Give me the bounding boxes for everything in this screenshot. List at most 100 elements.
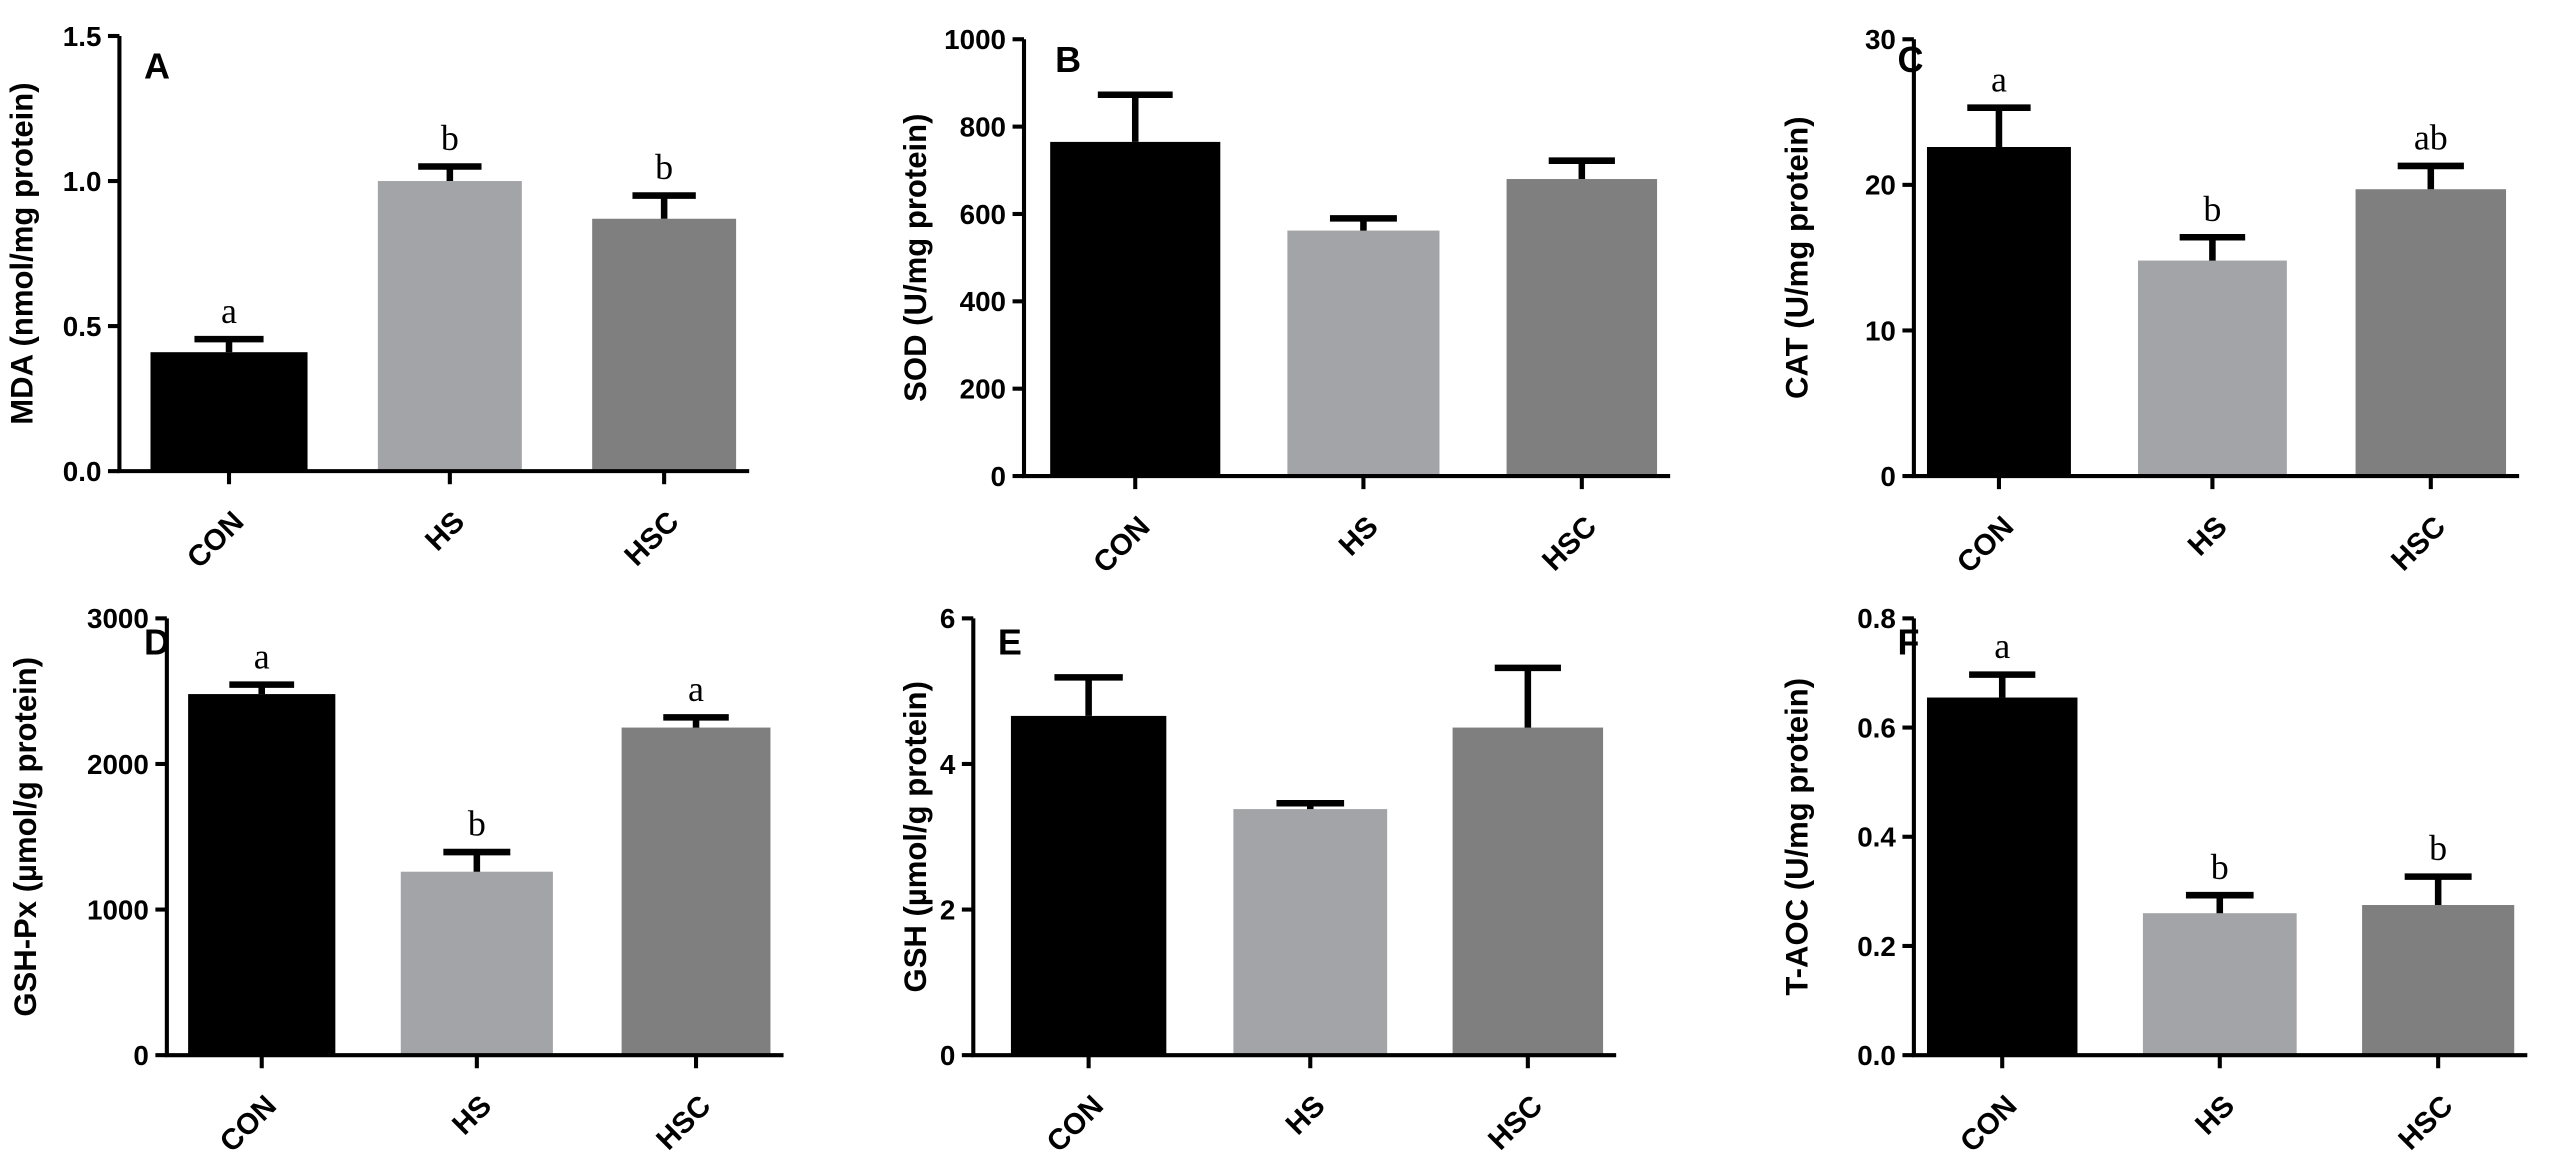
y-tick-label: 4 [940, 749, 956, 780]
bar-hsc [2362, 905, 2515, 1056]
y-tick-label: 1000 [87, 894, 149, 925]
x-tick-label: HSC [618, 505, 685, 572]
y-tick-label: 0.5 [63, 311, 102, 342]
y-tick-label: 0 [1880, 461, 1895, 492]
significance-letter: b [655, 147, 673, 187]
bar-hsc [592, 218, 737, 472]
y-tick-label: 0.0 [63, 456, 102, 487]
error-bar-con [229, 681, 295, 695]
y-tick-label: 1.5 [63, 21, 102, 52]
x-tick-label: CON [181, 505, 251, 575]
x-tick-label: CON [1087, 510, 1157, 580]
y-tick-label: 1000 [944, 24, 1006, 55]
bar-con [1010, 715, 1167, 1056]
error-bar-con [1097, 91, 1173, 142]
error-bar-hsc [632, 192, 696, 219]
panel-letter: C [1898, 39, 1924, 80]
error-bar-hsc [1494, 664, 1561, 728]
x-tick-label: CON [1040, 1089, 1110, 1159]
bar-hs [2142, 913, 2297, 1056]
significance-letter: a [221, 291, 237, 331]
y-tick-label: 0.0 [1857, 1040, 1896, 1071]
y-axis-title: MDA (nmol/mg protein) [5, 82, 40, 424]
y-tick-label: 200 [960, 374, 1006, 405]
error-bar-hs [418, 163, 482, 182]
significance-letter: a [254, 636, 270, 676]
bar-hs [1233, 809, 1388, 1056]
y-tick-label: 600 [960, 199, 1006, 230]
significance-letter: b [2203, 189, 2221, 229]
y-axis-title: SOD (U/mg protein) [898, 113, 933, 401]
significance-letter: b [441, 118, 459, 158]
y-tick-label: 0 [133, 1040, 148, 1071]
y-axis-title: CAT (U/mg protein) [1780, 116, 1815, 399]
panel-letter: D [144, 621, 170, 662]
x-tick-label: HS [419, 505, 471, 557]
y-tick-label: 0 [940, 1040, 955, 1071]
y-axis-title: T-AOC (U/mg protein) [1780, 678, 1815, 996]
error-bar-hsc [2397, 162, 2464, 190]
bar-hs [2137, 260, 2287, 477]
error-bar-hsc [663, 714, 729, 728]
x-tick-label: HS [446, 1089, 498, 1141]
y-tick-label: 0 [991, 461, 1006, 492]
chart-panel-f: a CON b HS b HSC 0.0 0.2 0.4 0.6 0.8 T-AOC (U/mg pr… [1780, 603, 2528, 1159]
x-tick-label: HSC [650, 1089, 717, 1156]
panel-letter: A [144, 46, 170, 87]
y-tick-label: 2000 [87, 749, 149, 780]
bar-con [1926, 147, 2071, 477]
chart-panel-d: a CON b HS a HSC 0 1000 2000 3000 GSH-Px (µmol/g p… [8, 603, 784, 1159]
y-axis-title: GSH-Px (µmol/g protein) [8, 657, 43, 1017]
error-bar-hs [1329, 215, 1397, 231]
x-tick-label: CON [1951, 510, 2021, 580]
bar-hsc [2355, 189, 2507, 477]
significance-letter: b [468, 804, 486, 844]
bar-hsc [621, 727, 771, 1056]
x-tick-label: CON [1954, 1089, 2024, 1159]
x-tick-label: HS [2181, 510, 2233, 562]
x-tick-label: HSC [1536, 510, 1603, 577]
chart-panel-c: a CON b HS ab HSC 0 10 20 30 CAT (U/mg protein) C [1780, 24, 2520, 580]
x-tick-label: HSC [2385, 510, 2452, 577]
x-tick-label: HS [2189, 1089, 2241, 1141]
y-tick-label: 0.2 [1857, 931, 1896, 962]
error-bar-con [1054, 674, 1123, 716]
bar-hs [377, 181, 522, 472]
bar-con [150, 352, 308, 472]
panel-letter: B [1055, 39, 1081, 80]
chart-panel-a: a CON b HS b HSC 0.0 0.5 1.0 1.5 MDA (nmol/mg prot… [5, 21, 750, 575]
significance-letter: b [2429, 828, 2447, 868]
significance-letter: ab [2414, 118, 2448, 158]
y-tick-label: 3000 [87, 603, 149, 634]
x-tick-label: HSC [1482, 1089, 1549, 1156]
y-tick-label: 10 [1865, 315, 1896, 346]
chart-panel-b: CON HS HSC 0 200 400 600 800 1000 SOD (U/mg prote… [898, 24, 1671, 580]
error-bar-hs [2185, 891, 2254, 914]
y-tick-label: 6 [940, 603, 955, 634]
y-axis-title: GSH (µmol/g protein) [898, 681, 933, 992]
bar-hs [1287, 230, 1440, 477]
y-tick-label: 2 [940, 894, 955, 925]
panel-letter: F [1898, 621, 1920, 662]
bar-con [1050, 141, 1221, 477]
y-tick-label: 0.4 [1857, 822, 1896, 853]
y-tick-label: 30 [1865, 24, 1896, 55]
y-tick-label: 20 [1865, 170, 1896, 201]
bar-hs [400, 871, 553, 1056]
error-bar-con [194, 335, 264, 353]
error-bar-hs [443, 848, 511, 872]
chart-panel-e: CON HS HSC 0 2 4 6 GSH (µmol/g protein) E [898, 603, 1617, 1159]
error-bar-con [1967, 104, 2031, 148]
significance-letter: a [1994, 626, 2010, 666]
significance-letter: a [688, 669, 704, 709]
y-tick-label: 0.8 [1857, 603, 1896, 634]
significance-letter: a [1991, 59, 2007, 99]
x-tick-label: CON [213, 1089, 283, 1159]
bar-con [1926, 697, 2078, 1056]
y-tick-label: 0.6 [1857, 712, 1896, 743]
x-tick-label: HSC [2392, 1089, 2459, 1156]
y-tick-label: 400 [960, 286, 1006, 317]
error-bar-hsc [2404, 873, 2472, 906]
x-tick-label: HS [1332, 510, 1384, 562]
